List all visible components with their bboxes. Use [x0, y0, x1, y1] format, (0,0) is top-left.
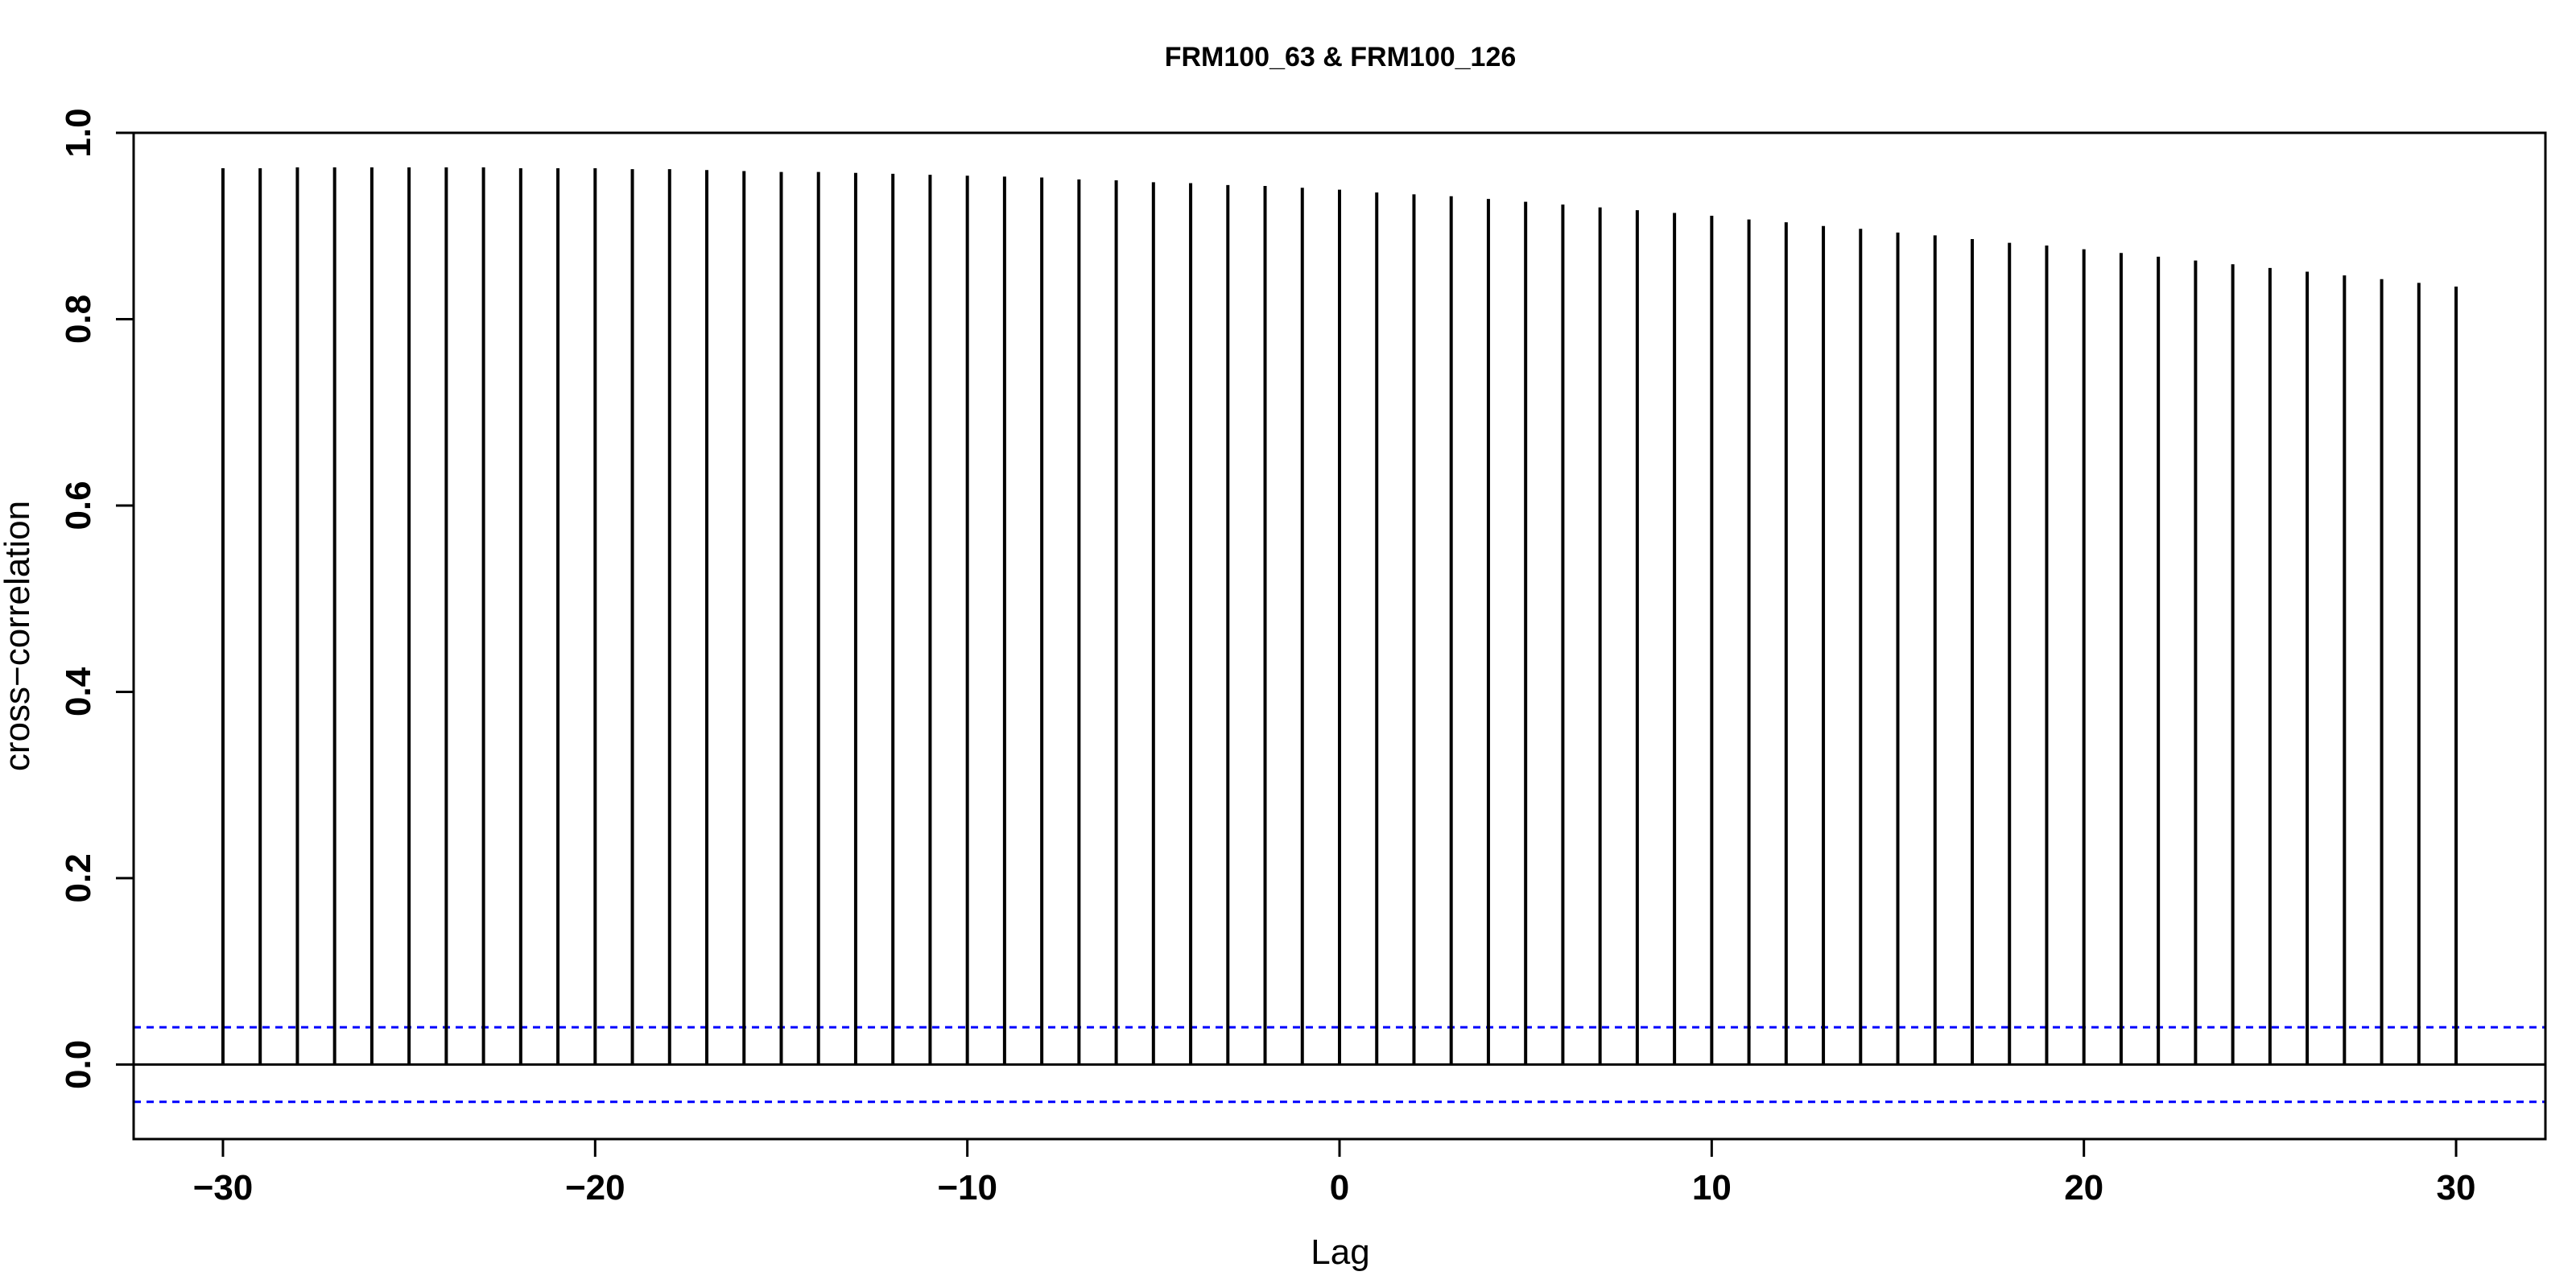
chart-title: FRM100_63 & FRM100_126 — [1165, 42, 1517, 72]
x-tick-label: 20 — [2064, 1168, 2103, 1208]
y-tick-label: 1.0 — [59, 108, 98, 157]
x-tick-label: 0 — [1330, 1168, 1349, 1208]
y-tick-label: 0.8 — [59, 295, 98, 344]
y-tick-label: 0.4 — [59, 667, 98, 716]
x-tick-label: 10 — [1692, 1168, 1732, 1208]
x-axis-title: Lag — [1311, 1232, 1369, 1272]
x-axis: −30 −20 −10 0 10 20 30 — [193, 1137, 2476, 1208]
x-tick-label: −20 — [565, 1168, 625, 1208]
plot-region — [134, 167, 2545, 1104]
y-axis: 0.0 0.2 0.4 0.6 0.8 1.0 — [59, 108, 135, 1089]
y-tick-label: 0.0 — [59, 1040, 98, 1089]
y-tick-label: 0.2 — [59, 853, 98, 902]
x-tick-label: −10 — [937, 1168, 997, 1208]
y-tick-label: 0.6 — [59, 481, 98, 530]
y-axis-title: cross−correlation — [0, 501, 37, 771]
x-tick-label: 30 — [2437, 1168, 2476, 1208]
x-tick-label: −30 — [193, 1168, 254, 1208]
